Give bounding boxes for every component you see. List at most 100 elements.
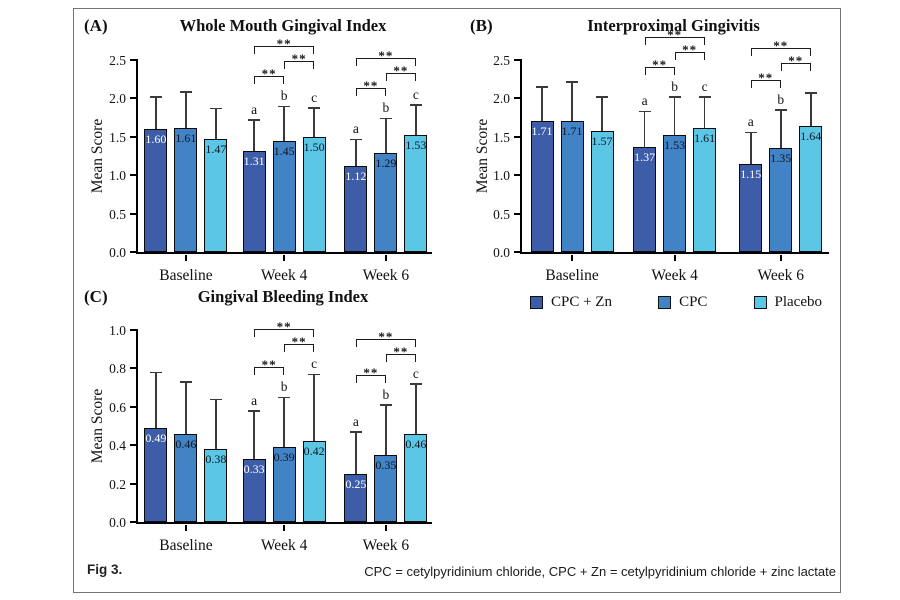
- bar: 1.61: [174, 128, 198, 252]
- letter-label: a: [747, 114, 754, 130]
- y-tick-label: 1.0: [109, 323, 126, 338]
- y-axis-label: Mean Score: [89, 388, 106, 464]
- bar-value-label: 1.64: [800, 129, 822, 144]
- y-tick-mark: [514, 59, 522, 61]
- error-bar-line: [185, 381, 187, 434]
- legend-label-placebo: Placebo: [774, 293, 822, 310]
- bar-value-label: 1.31: [243, 154, 265, 169]
- bar: 0.38: [204, 449, 228, 522]
- significance-stars: **: [261, 357, 277, 373]
- letter-label: b: [777, 91, 785, 107]
- letter-label: b: [671, 78, 678, 94]
- significance-bracket: [284, 344, 315, 353]
- significance-bracket: [385, 73, 416, 82]
- error-bar-cap: [668, 96, 681, 98]
- x-category-label: Week 4: [260, 267, 308, 284]
- x-tick-mark: [184, 525, 187, 531]
- bar-value-label: 1.47: [205, 142, 227, 157]
- y-axis-label: Mean Score: [474, 118, 491, 194]
- y-tick-mark: [130, 212, 138, 215]
- chart-title: Interproximal Gingivitis: [587, 16, 760, 35]
- y-tick-label: 0.8: [109, 361, 126, 377]
- bar-value-label: 1.45: [273, 143, 295, 158]
- significance-stars: **: [758, 69, 774, 85]
- chart-title: Whole Mouth Gingival Index: [179, 16, 387, 35]
- bar-value-label: 1.12: [345, 168, 367, 183]
- bar: 1.61: [693, 128, 717, 252]
- legend-swatch-cpc-zn-icon: [530, 295, 543, 309]
- error-bar-line: [750, 132, 752, 164]
- significance-stars: **: [788, 53, 804, 69]
- plot-area: 0.0 0.5 1.0 1.5 2.0 2.5 Baseline 1.60 1.61 1.47 We…: [109, 37, 432, 284]
- bar-value-label: 0.39: [273, 450, 295, 465]
- x-tick-mark: [673, 255, 676, 261]
- bar: 0.33: [242, 458, 266, 522]
- figure-footnote: CPC = cetylpyridinium chloride, CPC + Zn…: [364, 564, 836, 579]
- letter-label: a: [641, 93, 648, 109]
- letter-label: c: [701, 78, 708, 94]
- significance-bracket: [780, 63, 811, 72]
- error-bar-cap: [774, 109, 787, 111]
- y-axis-label: Mean Score: [89, 118, 106, 194]
- letter-label: c: [412, 86, 419, 102]
- significance-stars: **: [378, 328, 394, 344]
- letter-label: a: [352, 413, 359, 429]
- letter-label: b: [280, 88, 288, 104]
- error-bar-cap: [179, 90, 192, 93]
- y-tick-label: 0.2: [109, 476, 126, 492]
- legend-swatch-placebo-icon: [753, 295, 767, 309]
- y-tick-mark: [130, 59, 138, 61]
- y-tick-mark: [514, 212, 522, 215]
- letter-label: b: [382, 100, 390, 116]
- error-bar-line: [810, 93, 812, 127]
- legend: CPC + Zn CPC Placebo: [530, 293, 822, 311]
- x-tick-mark: [384, 525, 387, 531]
- y-tick-mark: [130, 329, 138, 331]
- error-bar-cap: [638, 110, 651, 113]
- error-bar-cap: [209, 107, 222, 110]
- letter-label: a: [251, 101, 258, 117]
- error-bar-line: [780, 109, 782, 149]
- error-bar-cap: [248, 410, 261, 412]
- x-tick-mark: [571, 255, 574, 261]
- bar-value-label: 1.60: [145, 132, 167, 147]
- error-bar-cap: [278, 105, 291, 108]
- x-tick-mark: [779, 255, 782, 261]
- error-bar-line: [601, 96, 603, 132]
- panel-label: (A): [84, 16, 108, 35]
- significance-bracket: [644, 36, 705, 45]
- error-bar-cap: [698, 96, 711, 98]
- significance-bracket: [674, 51, 705, 60]
- plot-area: 0.0 0.5 1.0 1.5 2.0 2.5 Baseline 1.71 1.71 1.57 We…: [493, 28, 829, 284]
- x-tick-mark: [283, 525, 286, 531]
- letter-label: b: [280, 379, 288, 395]
- bar: 1.15: [739, 163, 763, 252]
- y-tick-mark: [514, 135, 522, 138]
- significance-stars: **: [363, 364, 379, 380]
- y-tick-mark: [130, 444, 138, 447]
- panel-label: (B): [470, 16, 493, 35]
- y-tick-label: 1.5: [493, 129, 510, 145]
- error-bar-cap: [566, 80, 579, 83]
- bar: 1.37: [633, 146, 657, 252]
- significance-bracket: [254, 76, 285, 85]
- bar: 1.35: [769, 148, 793, 252]
- y-tick-mark: [130, 135, 138, 138]
- significance-stars: **: [667, 26, 683, 42]
- significance-bracket: [644, 66, 675, 75]
- figure-frame: [73, 8, 841, 593]
- x-category-label: Week 6: [362, 537, 410, 554]
- y-tick-mark: [130, 521, 138, 523]
- bar: 1.57: [590, 131, 614, 252]
- error-bar-line: [541, 86, 543, 121]
- y-tick-mark: [130, 482, 138, 485]
- error-bar-cap: [804, 92, 817, 95]
- legend-item-cpc: CPC: [658, 294, 707, 311]
- x-category-label: Week 4: [260, 537, 308, 554]
- error-bar-line: [215, 108, 217, 140]
- significance-stars: **: [393, 343, 409, 359]
- y-tick-mark: [130, 405, 138, 408]
- y-tick-label: 2.0: [109, 91, 126, 107]
- error-bar-line: [155, 372, 157, 428]
- significance-stars: **: [682, 41, 698, 57]
